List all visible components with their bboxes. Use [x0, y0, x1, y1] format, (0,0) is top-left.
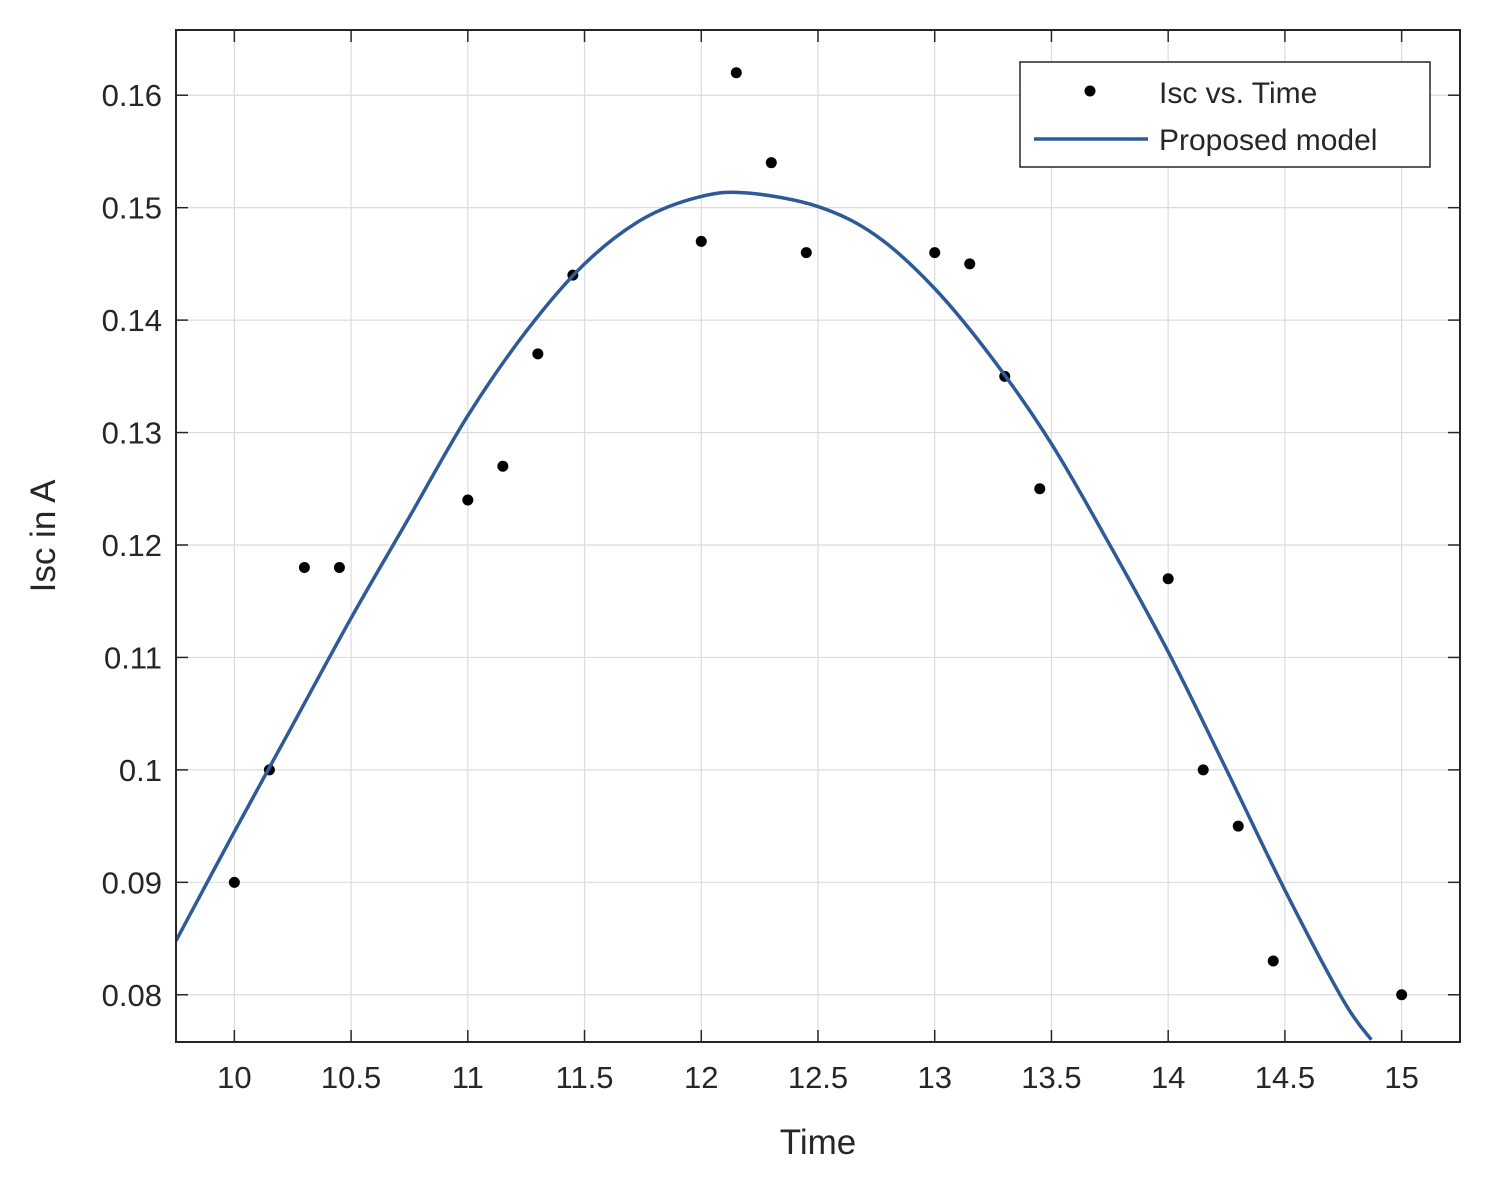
data-point-isc-vs-time [1162, 573, 1174, 585]
y-tick-label: 0.12 [102, 528, 162, 563]
data-point-isc-vs-time [228, 876, 240, 888]
data-point-isc-vs-time [1197, 764, 1209, 776]
x-tick-label: 10.5 [321, 1060, 381, 1095]
ticks: 10 10.5 11 11.5 12 12.5 13 13.5 14 14.5 15 0.08 0.09… [102, 30, 1460, 1095]
data-point-isc-vs-time [298, 561, 310, 573]
y-tick-label: 0.16 [102, 78, 162, 113]
data-point-isc-vs-time [497, 460, 509, 472]
series-line-proposed-model [176, 190, 1373, 1041]
x-tick-label: 13.5 [1021, 1060, 1081, 1095]
y-tick-label: 0.14 [102, 303, 162, 338]
legend: Isc vs. Time Proposed model [1019, 61, 1431, 168]
x-tick-label: 14 [1151, 1060, 1185, 1095]
x-axis-label: Time [780, 1123, 856, 1162]
data-point-isc-vs-time [800, 247, 812, 259]
x-tick-label: 12 [684, 1060, 718, 1095]
x-tick-label: 11 [452, 1060, 484, 1095]
data-point-isc-vs-time [1034, 483, 1046, 495]
legend-label-proposed-model: Proposed model [1159, 124, 1377, 157]
x-tick-label: 13 [917, 1060, 951, 1095]
data-point-isc-vs-time [695, 235, 707, 247]
data-point-isc-vs-time [964, 258, 976, 270]
data-point-isc-vs-time [929, 247, 941, 259]
y-tick-label: 0.1 [119, 753, 162, 788]
x-tick-label: 14.5 [1255, 1060, 1315, 1095]
data-point-isc-vs-time [462, 494, 474, 506]
data-point-isc-vs-time [765, 157, 777, 169]
legend-label-isc-vs-time: Isc vs. Time [1159, 77, 1317, 110]
x-tick-label: 11.5 [556, 1060, 614, 1095]
legend-marker-isc-vs-time [1084, 85, 1096, 97]
y-axis-label: Isc in A [24, 479, 63, 592]
y-tick-label: 0.08 [102, 978, 162, 1013]
data-point-isc-vs-time [333, 561, 345, 573]
x-tick-label: 10 [217, 1060, 251, 1095]
y-tick-label: 0.09 [102, 865, 162, 900]
data-point-isc-vs-time [1267, 955, 1279, 967]
legend-box [1019, 61, 1431, 168]
x-tick-label: 15 [1384, 1060, 1418, 1095]
y-tick-label: 0.15 [102, 191, 162, 226]
y-tick-label: 0.11 [104, 640, 162, 675]
data-point-isc-vs-time [532, 348, 544, 360]
series-layer [176, 67, 1408, 1041]
x-tick-label: 12.5 [788, 1060, 848, 1095]
data-point-isc-vs-time [730, 67, 742, 79]
data-point-isc-vs-time [1232, 820, 1244, 832]
y-tick-label: 0.13 [102, 416, 162, 451]
data-point-isc-vs-time [1396, 989, 1408, 1001]
